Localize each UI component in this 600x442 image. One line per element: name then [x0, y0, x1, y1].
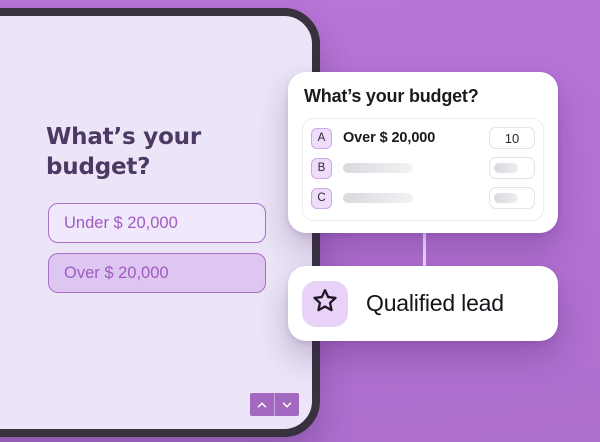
nav-down-button[interactable] [275, 393, 299, 416]
value-placeholder-pill [494, 193, 518, 203]
chevron-up-icon [255, 398, 269, 412]
score-value-input[interactable] [489, 157, 535, 179]
form-nav-arrows [250, 393, 299, 416]
answer-row-c: C [311, 187, 535, 209]
answer-placeholder-bar [343, 163, 413, 173]
question-card-title: What’s your budget? [304, 86, 479, 106]
answer-option-label: Over $ 20,000 [64, 263, 169, 282]
answer-row-label: Over $ 20,000 [343, 130, 436, 146]
value-placeholder-pill [494, 163, 518, 173]
answers-editor: A Over $ 20,000 10 B C [302, 118, 544, 221]
outcome-card-qualified-lead[interactable]: Qualified lead [288, 266, 558, 341]
outcome-icon-tile [302, 280, 348, 327]
outcome-label: Qualified lead [366, 290, 504, 316]
score-value-input[interactable]: 10 [489, 127, 535, 149]
form-preview-panel: What’s your budget? Under $ 20,000 Over … [0, 8, 320, 437]
star-icon [311, 287, 339, 320]
connector-line [423, 228, 426, 270]
score-value-input[interactable] [489, 187, 535, 209]
answer-row-a: A Over $ 20,000 10 [311, 127, 535, 149]
answer-key-badge: A [311, 127, 332, 149]
answer-option-label: Under $ 20,000 [64, 213, 178, 232]
answer-key-badge: B [311, 157, 332, 179]
answer-key-badge: C [311, 187, 332, 209]
answer-option-under-20000[interactable]: Under $ 20,000 [48, 203, 266, 243]
question-heading: What’s your budget? [46, 124, 202, 180]
question-editor-card: What’s your budget? A Over $ 20,000 10 B… [288, 72, 558, 233]
answer-placeholder-bar [343, 193, 413, 203]
answer-option-over-20000[interactable]: Over $ 20,000 [48, 253, 266, 293]
nav-up-button[interactable] [250, 393, 275, 416]
answer-row-b: B [311, 157, 535, 179]
chevron-down-icon [280, 398, 294, 412]
